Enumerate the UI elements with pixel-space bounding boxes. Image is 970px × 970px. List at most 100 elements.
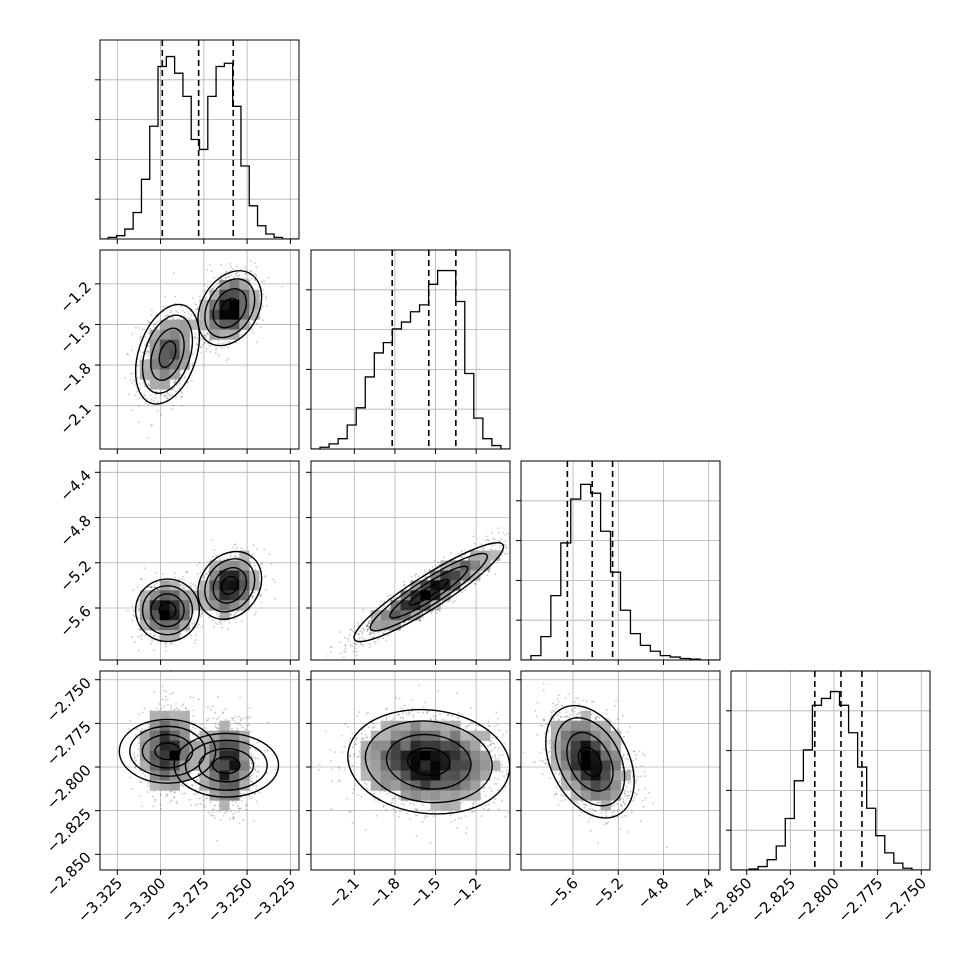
scatter-point [464, 832, 467, 835]
scatter-point [141, 728, 144, 731]
density-cell [600, 760, 611, 771]
scatter-point [205, 573, 208, 575]
scatter-point [144, 774, 147, 777]
scatter-point [628, 795, 631, 797]
scatter-point [496, 724, 499, 727]
scatter-point [539, 751, 542, 754]
scatter-point [503, 742, 506, 745]
scatter-point [131, 381, 134, 384]
scatter-point [573, 701, 576, 703]
scatter-point [230, 613, 233, 616]
density-cell [580, 750, 591, 761]
scatter-point [421, 821, 424, 824]
scatter-point [367, 628, 370, 630]
scatter-point [368, 619, 371, 622]
scatter-point [417, 684, 420, 686]
scatter-point [131, 372, 134, 375]
scatter-point [368, 633, 371, 636]
density-cell [390, 730, 401, 741]
scatter-point [640, 765, 643, 768]
scatter-point [151, 309, 153, 311]
density-cell [610, 780, 621, 791]
scatter-point [169, 790, 172, 793]
scatter-point [191, 362, 194, 365]
scatter-point [169, 693, 172, 696]
y-tick-label-2-2: −4.8 [56, 512, 94, 550]
scatter-point [545, 723, 548, 726]
scatter-point [248, 794, 251, 797]
scatter-point [198, 561, 201, 564]
scatter-point [578, 814, 580, 817]
density-cell [370, 620, 381, 631]
scatter-point [460, 556, 463, 559]
scatter-point [585, 700, 588, 703]
scatter-point [385, 717, 388, 719]
density-cell [390, 720, 401, 731]
scatter-point [356, 756, 359, 759]
scatter-point [236, 805, 239, 808]
scatter-point [461, 581, 464, 583]
scatter-point [150, 643, 152, 645]
scatter-point [253, 262, 256, 265]
density-cell [450, 760, 461, 771]
scatter-point [409, 802, 412, 805]
scatter-point [563, 716, 566, 719]
scatter-point [156, 409, 159, 412]
scatter-point [353, 788, 355, 791]
scatter-point [377, 639, 379, 641]
scatter-point [213, 276, 216, 279]
scatter-point [472, 800, 475, 803]
scatter-point [409, 818, 412, 821]
scatter-point [228, 340, 230, 343]
scatter-point [403, 584, 406, 587]
scatter-point [424, 701, 427, 704]
scatter-point [233, 817, 235, 820]
scatter-point [172, 404, 175, 407]
scatter-point [256, 771, 259, 773]
scatter-point [144, 379, 147, 382]
scatter-point [467, 581, 469, 583]
scatter-point [499, 540, 501, 543]
contour-0-0 [220, 297, 239, 319]
scatter-point [216, 611, 219, 613]
scatter-frame-2-0 [99, 460, 300, 661]
scatter-point [191, 784, 194, 787]
density-cell [410, 730, 421, 741]
density-cell [380, 750, 391, 761]
contour-0-1 [389, 565, 469, 619]
scatter-point [131, 636, 134, 638]
scatter-point [213, 549, 216, 552]
scatter-point [495, 759, 497, 761]
scatter-point [268, 553, 271, 556]
scatter-point [436, 719, 438, 722]
scatter-point [344, 645, 347, 647]
density-cell [380, 740, 391, 751]
scatter-point [483, 548, 485, 550]
scatter-point [578, 809, 581, 812]
scatter-point [221, 712, 224, 715]
scatter-point [339, 631, 342, 633]
density-cell [149, 600, 160, 611]
scatter-point [414, 808, 416, 810]
scatter-point [594, 718, 597, 720]
scatter-point [515, 804, 517, 806]
density-cell [430, 590, 441, 601]
scatter-point [142, 381, 145, 384]
density-cell [169, 630, 180, 641]
scatter-point [384, 707, 387, 710]
density-cell [610, 760, 621, 771]
scatter-point [195, 308, 198, 311]
scatter-point [457, 552, 460, 554]
density-cell [470, 780, 481, 791]
scatter-point [202, 344, 204, 346]
scatter-point [399, 810, 402, 813]
scatter-point [438, 564, 440, 566]
scatter-point [211, 811, 214, 814]
density-cell [149, 620, 160, 631]
scatter-point [450, 552, 452, 554]
scatter-point [494, 754, 496, 757]
scatter-point [204, 727, 207, 729]
scatter-point [249, 747, 252, 750]
scatter-point [354, 742, 357, 745]
scatter-point [383, 600, 386, 603]
